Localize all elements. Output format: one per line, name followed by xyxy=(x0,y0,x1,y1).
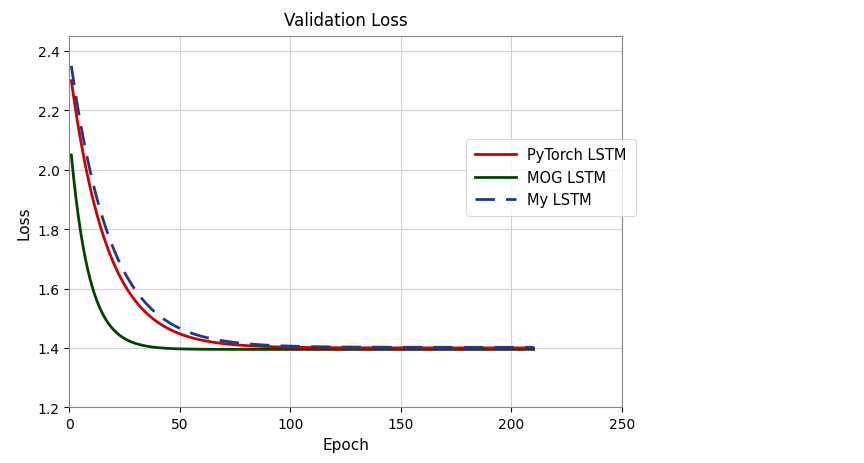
PyTorch LSTM xyxy=(334,345,345,351)
My LSTM xyxy=(360,344,371,350)
Line: PyTorch LSTM: PyTorch LSTM xyxy=(72,81,534,348)
MOG LSTM xyxy=(529,347,539,352)
PyTorch LSTM xyxy=(416,345,427,351)
My LSTM xyxy=(346,344,357,350)
Title: Validation Loss: Validation Loss xyxy=(283,12,408,30)
PyTorch LSTM xyxy=(67,79,77,84)
MOG LSTM xyxy=(416,347,427,352)
PyTorch LSTM xyxy=(464,345,474,351)
Line: My LSTM: My LSTM xyxy=(72,67,534,348)
Y-axis label: Loss: Loss xyxy=(16,206,32,239)
PyTorch LSTM xyxy=(360,345,371,351)
X-axis label: Epoch: Epoch xyxy=(322,437,369,451)
PyTorch LSTM xyxy=(346,345,357,351)
PyTorch LSTM xyxy=(529,345,539,351)
PyTorch LSTM xyxy=(94,222,105,227)
MOG LSTM xyxy=(464,347,474,352)
MOG LSTM xyxy=(346,347,357,352)
MOG LSTM xyxy=(67,153,77,158)
Line: MOG LSTM: MOG LSTM xyxy=(72,156,534,350)
Legend: PyTorch LSTM, MOG LSTM, My LSTM: PyTorch LSTM, MOG LSTM, My LSTM xyxy=(467,139,636,216)
My LSTM xyxy=(334,344,345,350)
My LSTM xyxy=(416,345,427,350)
My LSTM xyxy=(94,206,105,212)
MOG LSTM xyxy=(360,347,371,352)
MOG LSTM xyxy=(94,305,105,311)
My LSTM xyxy=(464,345,474,350)
MOG LSTM xyxy=(334,347,345,352)
My LSTM xyxy=(529,345,539,350)
My LSTM xyxy=(67,64,77,69)
